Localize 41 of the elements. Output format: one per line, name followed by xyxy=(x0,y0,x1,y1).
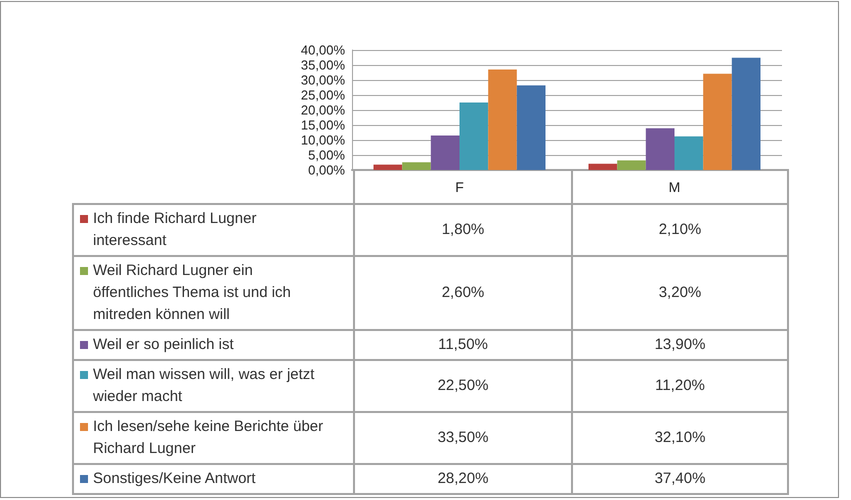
bar xyxy=(430,136,460,170)
legend-label: Weil man wissen will, was er jetzt wieder macht xyxy=(93,366,314,405)
bar xyxy=(617,160,646,170)
data-label: 22,50% xyxy=(438,377,488,394)
x-tick-label: M xyxy=(668,179,680,195)
y-tick-label: 35,00% xyxy=(300,58,346,72)
legend-label: Ich finde Richard Lugner interessant xyxy=(93,210,256,249)
bar xyxy=(460,102,488,170)
y-tick-label: 30,00% xyxy=(300,72,346,88)
x-tick-label: F xyxy=(455,179,464,195)
data-label: 2,10% xyxy=(658,221,702,238)
bar xyxy=(588,164,618,170)
data-label: 11,50% xyxy=(438,336,488,353)
data-label: 3,20% xyxy=(658,284,702,301)
y-tick-label: 20,00% xyxy=(300,102,346,118)
bar xyxy=(402,162,431,170)
bar xyxy=(703,74,732,170)
bar xyxy=(674,136,704,170)
legend-label: Sonstiges/Keine Antwort xyxy=(93,470,256,487)
y-tick-label: 10,00% xyxy=(300,132,346,148)
bar xyxy=(516,85,546,170)
y-tick-label: 0,00% xyxy=(308,162,346,178)
legend-label: Weil Richard Lugner ein öffentliches Thema ist und ich mitreden können will xyxy=(93,262,291,323)
data-label: 1,80% xyxy=(442,221,484,238)
bar xyxy=(488,70,517,170)
data-label: 32,10% xyxy=(654,429,706,446)
y-tick-label: 25,00% xyxy=(300,88,346,102)
bar xyxy=(732,58,760,170)
data-label: 11,20% xyxy=(655,377,705,394)
y-tick-label: 40,00% xyxy=(300,42,346,58)
data-label: 2,60% xyxy=(442,284,484,301)
data-label: 37,40% xyxy=(654,470,706,487)
legend-label: Weil er so peinlich ist xyxy=(93,336,234,353)
data-label: 28,20% xyxy=(438,470,488,487)
bar xyxy=(374,164,402,170)
data-label: 33,50% xyxy=(438,429,488,446)
legend-label: Ich lesen/sehe keine Berichte über Richard Lugner xyxy=(93,418,324,457)
bar xyxy=(646,128,674,170)
y-tick-label: 5,00% xyxy=(308,148,346,162)
data-label: 13,90% xyxy=(654,336,706,353)
y-tick-label: 15,00% xyxy=(300,118,346,132)
